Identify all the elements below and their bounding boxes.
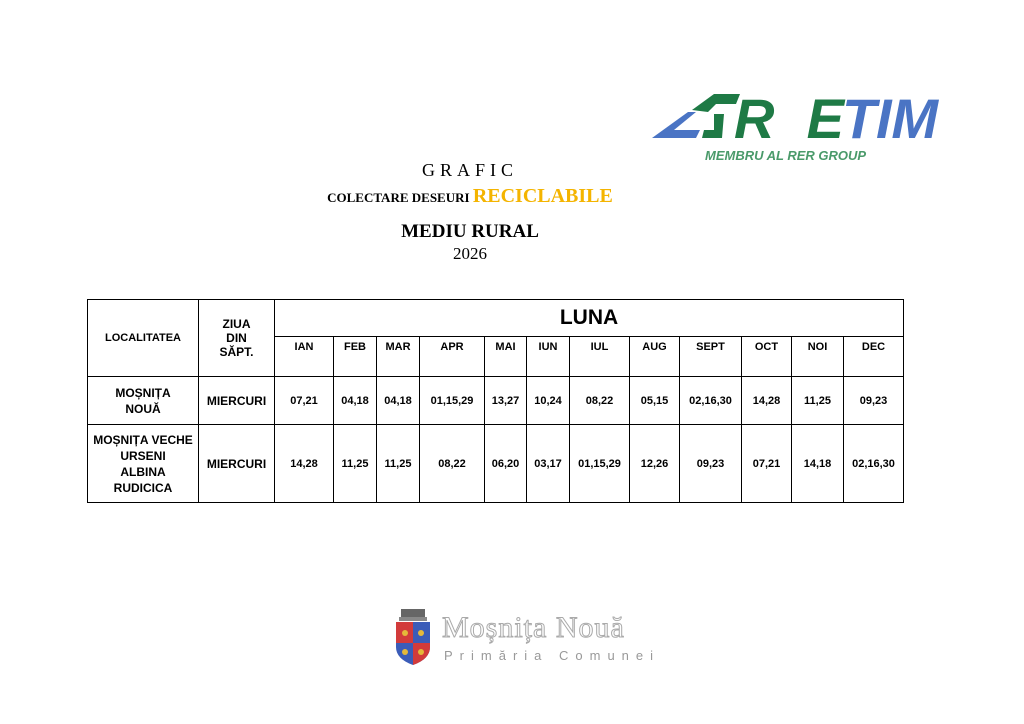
day-cell: MIERCURI [198, 376, 275, 425]
environment-label: MEDIU RURAL [401, 221, 539, 242]
date-cell: 11,25 [333, 424, 377, 503]
date-cell: 11,25 [791, 376, 844, 425]
day-cell: MIERCURI [198, 424, 275, 503]
date-cell: 08,22 [569, 376, 630, 425]
date-cell: 02,16,30 [843, 424, 904, 503]
date-cell: 01,15,29 [419, 376, 485, 425]
month-header: IAN [274, 336, 334, 377]
month-header: NOI [791, 336, 844, 377]
date-cell: 06,20 [484, 424, 527, 503]
year-label: 2026 [453, 244, 487, 263]
date-cell: 07,21 [741, 424, 792, 503]
date-cell: 02,16,30 [679, 376, 742, 425]
date-cell: 07,21 [274, 376, 334, 425]
document-title: GRAFIC [421, 160, 518, 180]
date-cell: 05,15 [629, 376, 680, 425]
locality-cell: MOȘNIȚA NOUĂ [87, 376, 199, 425]
month-header: IUN [526, 336, 570, 377]
subtitle-prefix: COLECTARE DESEURI [327, 190, 470, 205]
month-header: MAR [376, 336, 420, 377]
locality-name: ALBINA [120, 464, 166, 479]
month-header: DEC [843, 336, 904, 377]
retim-tagline: MEMBRU AL RER GROUP [705, 148, 867, 163]
date-cell: 14,28 [741, 376, 792, 425]
date-cell: 12,26 [629, 424, 680, 503]
date-cell: 09,23 [679, 424, 742, 503]
date-cell: 03,17 [526, 424, 570, 503]
header-month-group: LUNA [274, 299, 904, 337]
svg-text:RE: RE [734, 90, 846, 146]
locality-cell: MOȘNIȚA VECHE URSENI ALBINA RUDICICA [87, 424, 199, 503]
date-cell: 11,25 [376, 424, 420, 503]
date-cell: 14,18 [791, 424, 844, 503]
date-cell: 13,27 [484, 376, 527, 425]
table-row: MOȘNIȚA VECHE URSENI ALBINA RUDICICA MIE… [87, 424, 904, 503]
month-header: FEB [333, 336, 377, 377]
coat-of-arms-icon [396, 609, 430, 665]
schedule-table: LOCALITATEA ZIUA DIN SĂPT. LUNA IAN FEB … [87, 299, 904, 503]
header-day: ZIUA DIN SĂPT. [198, 299, 275, 377]
date-cell: 14,28 [274, 424, 334, 503]
locality-name: RUDICICA [113, 480, 173, 495]
retim-logo: RE TIM [652, 90, 939, 146]
month-header: SEPT [679, 336, 742, 377]
municipality-name: Moșnița Nouă [442, 611, 625, 645]
month-header: OCT [741, 336, 792, 377]
svg-text:TIM: TIM [842, 90, 939, 146]
month-header: MAI [484, 336, 527, 377]
date-cell: 01,15,29 [569, 424, 630, 503]
month-header: IUL [569, 336, 630, 377]
locality-name: URSENI [120, 448, 166, 463]
date-cell: 04,18 [376, 376, 420, 425]
header-locality: LOCALITATEA [87, 299, 199, 377]
date-cell: 08,22 [419, 424, 485, 503]
locality-name: MOȘNIȚA VECHE [93, 432, 193, 447]
month-header: APR [419, 336, 485, 377]
date-cell: 10,24 [526, 376, 570, 425]
table-row: MOȘNIȚA NOUĂ MIERCURI 07,21 04,18 04,18 … [87, 376, 904, 425]
date-cell: 09,23 [843, 376, 904, 425]
document-subtitle: COLECTARE DESEURI RECICLABILE [270, 185, 670, 208]
subtitle-highlight: RECICLABILE [472, 185, 613, 207]
month-header: AUG [629, 336, 680, 377]
date-cell: 04,18 [333, 376, 377, 425]
municipality-subtitle: Primăria Comunei [444, 648, 661, 663]
